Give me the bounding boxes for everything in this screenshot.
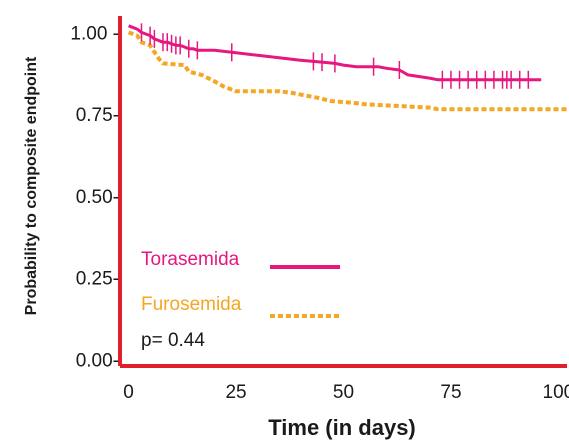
y-tick-label: 0.00- — [76, 350, 119, 371]
x-tick-label: 25 — [225, 382, 246, 403]
legend: Torasemida Furosemida — [141, 249, 340, 318]
x-axis-title: Time (in days) — [268, 415, 416, 440]
series-line-furosemida — [127, 30, 569, 112]
series-layer — [127, 24, 569, 112]
y-tick-label: 0.25- — [76, 269, 119, 290]
y-axis-title: Probability to composite endpoint — [23, 56, 40, 315]
censor-marks — [140, 23, 530, 89]
legend-label-furosemida: Furosemida — [141, 294, 242, 315]
y-tick-labels: 0.00- 0.25- 0.50- 0.75- 1.00 - — [70, 23, 119, 371]
y-tick-label: 0.50- — [76, 187, 119, 208]
x-tick-label: 100 — [543, 382, 569, 403]
axes — [118, 16, 567, 368]
x-tick-label: 75 — [440, 382, 461, 403]
series-line-torasemida — [128, 24, 542, 82]
x-tick-label: 50 — [333, 382, 354, 403]
x-tick-labels: 0 25 50 75 100 — [123, 382, 569, 403]
legend-label-torasemida: Torasemida — [141, 249, 240, 270]
plot-area — [127, 23, 569, 112]
x-tick-label: 0 — [123, 382, 134, 403]
y-tick-label: 0.75- — [76, 105, 119, 126]
y-tick-label: 1.00 - — [70, 23, 119, 44]
p-value-annotation: p= 0.44 — [141, 330, 205, 351]
